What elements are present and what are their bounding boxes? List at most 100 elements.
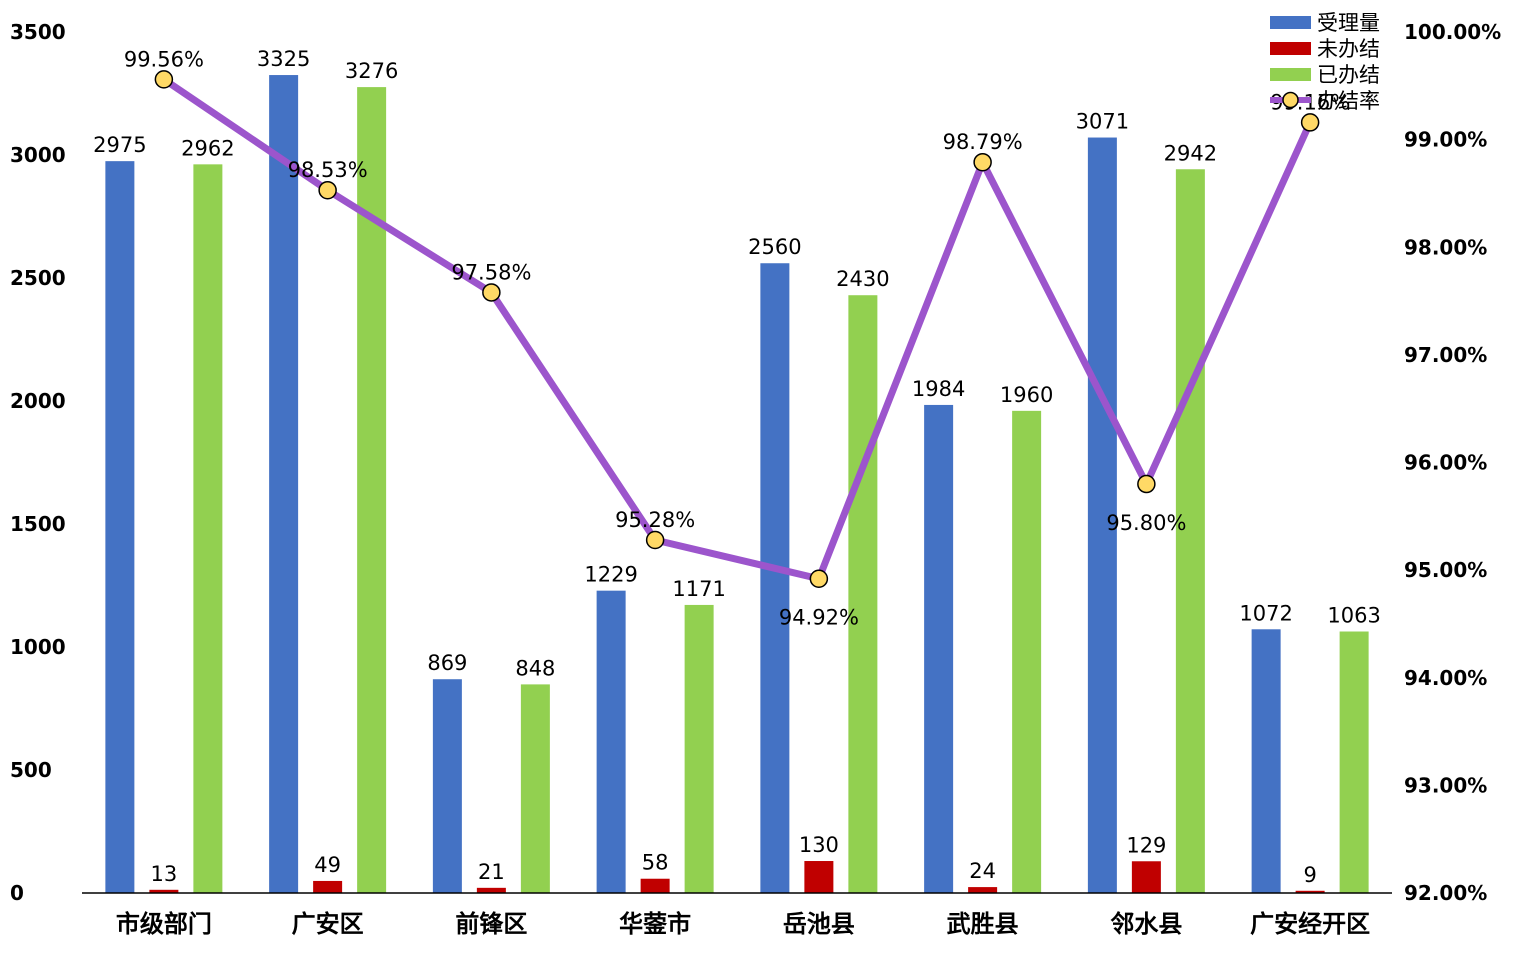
bar-已办结 — [848, 295, 878, 894]
bar-未办结 — [640, 878, 670, 893]
bar-data-label: 2962 — [181, 136, 234, 160]
bar-受理量 — [1251, 629, 1281, 893]
bar-data-label: 13 — [151, 862, 178, 886]
rate-data-label: 95.80% — [1106, 511, 1186, 535]
rate-data-label: 97.58% — [451, 260, 531, 284]
y2-tick-label: 100.00% — [1404, 20, 1501, 44]
bar-未办结 — [968, 887, 998, 893]
y2-tick-label: 98.00% — [1404, 235, 1487, 259]
bar-已办结 — [1012, 410, 1042, 893]
bar-受理量 — [1087, 137, 1117, 893]
bar-data-label: 848 — [515, 656, 555, 680]
y2-tick-label: 96.00% — [1404, 451, 1487, 475]
rate-data-label: 98.79% — [943, 130, 1023, 154]
y-tick-label: 2500 — [10, 266, 66, 290]
bar-data-label: 49 — [314, 853, 341, 877]
y-tick-label: 2000 — [10, 389, 66, 413]
rate-marker — [1137, 474, 1156, 494]
bar-data-label: 1063 — [1327, 604, 1380, 628]
bar-未办结 — [313, 880, 343, 893]
bar-未办结 — [149, 889, 179, 893]
rate-marker — [154, 70, 174, 89]
bar-受理量 — [105, 161, 135, 893]
bar-data-label: 1072 — [1239, 601, 1292, 625]
bar-data-label: 21 — [478, 860, 505, 884]
rate-data-label: 95.28% — [615, 508, 695, 532]
rate-line — [160, 75, 1314, 583]
bar-series-group — [105, 75, 1369, 894]
y-tick-label: 3500 — [10, 20, 66, 44]
legend-swatch-已办结 — [1270, 68, 1311, 81]
bar-已办结 — [520, 684, 550, 893]
bar-data-label: 9 — [1303, 863, 1316, 887]
x-tick-label: 邻水县 — [1110, 910, 1182, 938]
x-tick-label: 前锋区 — [455, 910, 527, 938]
bar-未办结 — [476, 887, 506, 893]
bar-data-label: 2942 — [1164, 141, 1217, 165]
bar-data-label: 1984 — [912, 377, 965, 401]
legend-label: 已办结 — [1317, 63, 1380, 87]
rate-marker — [318, 180, 337, 200]
bar-未办结 — [804, 861, 834, 893]
bar-受理量 — [432, 679, 462, 893]
bar-data-label: 24 — [969, 859, 996, 883]
legend-label: 未办结 — [1317, 37, 1380, 61]
legend-swatch-未办结 — [1270, 42, 1311, 55]
rate-data-label: 98.53% — [288, 158, 368, 182]
bar-data-label: 3276 — [345, 59, 398, 83]
rate-line-series — [154, 70, 1320, 588]
data-labels: 2975 3325 869 1229 2560 1984 3071 1072 13 49 21 58 1… — [93, 47, 1381, 887]
bar-data-label: 3325 — [257, 47, 310, 71]
bar-data-label: 58 — [642, 851, 669, 875]
y2-tick-label: 95.00% — [1404, 558, 1487, 582]
bar-受理量 — [760, 263, 790, 893]
bar-已办结 — [684, 604, 714, 893]
left-y-axis: 0 500 1000 1500 2000 2500 3000 3500 — [10, 20, 66, 905]
x-tick-label: 岳池县 — [783, 910, 855, 938]
bar-data-label: 3071 — [1076, 110, 1129, 134]
y-tick-label: 500 — [10, 758, 52, 782]
y-tick-label: 1000 — [10, 635, 66, 659]
bar-data-label: 130 — [799, 833, 839, 857]
y-tick-label: 3000 — [10, 143, 66, 167]
rate-marker — [482, 283, 501, 302]
bar-受理量 — [596, 590, 626, 893]
bar-已办结 — [1339, 631, 1369, 893]
category-axis: 市级部门 广安区 前锋区 华蓥市 岳池县 武胜县 邻水县 广安经开区 — [82, 892, 1392, 938]
rate-data-label: 94.92% — [779, 606, 859, 630]
x-tick-label: 广安经开区 — [1250, 910, 1370, 938]
bar-data-label: 129 — [1126, 833, 1166, 857]
bar-data-label: 1171 — [672, 577, 725, 601]
bar-data-label: 2560 — [748, 235, 801, 259]
x-tick-label: 武胜县 — [947, 910, 1019, 938]
bar-data-label: 2975 — [93, 133, 146, 157]
bar-data-label: 2430 — [836, 267, 889, 291]
rate-marker — [809, 569, 829, 588]
x-tick-label: 华蓥市 — [619, 910, 691, 938]
rate-marker — [645, 530, 665, 550]
legend-label: 办结率 — [1317, 89, 1380, 113]
y2-tick-label: 99.00% — [1404, 128, 1487, 152]
bar-data-label: 1960 — [1000, 383, 1053, 407]
y-tick-label: 1500 — [10, 512, 66, 536]
rate-marker — [973, 152, 992, 172]
bar-data-label: 869 — [427, 651, 467, 675]
bar-受理量 — [269, 75, 299, 894]
legend-label: 受理量 — [1317, 11, 1380, 35]
rate-data-label: 99.56% — [124, 47, 204, 71]
y2-tick-label: 94.00% — [1404, 666, 1487, 690]
rate-marker — [1300, 113, 1320, 132]
x-tick-label: 市级部门 — [116, 910, 212, 938]
bar-已办结 — [193, 164, 223, 893]
y-tick-label: 0 — [10, 881, 24, 905]
legend-swatch-受理量 — [1270, 16, 1311, 29]
bar-受理量 — [924, 404, 954, 893]
right-y-axis: 92.00% 93.00% 94.00% 95.00% 96.00% 97.00% 98.0… — [1404, 20, 1501, 905]
bar-未办结 — [1131, 861, 1161, 893]
bar-data-label: 1229 — [584, 563, 637, 587]
y2-tick-label: 93.00% — [1404, 773, 1487, 797]
bar-已办结 — [1175, 169, 1205, 893]
bar-未办结 — [1295, 890, 1325, 893]
